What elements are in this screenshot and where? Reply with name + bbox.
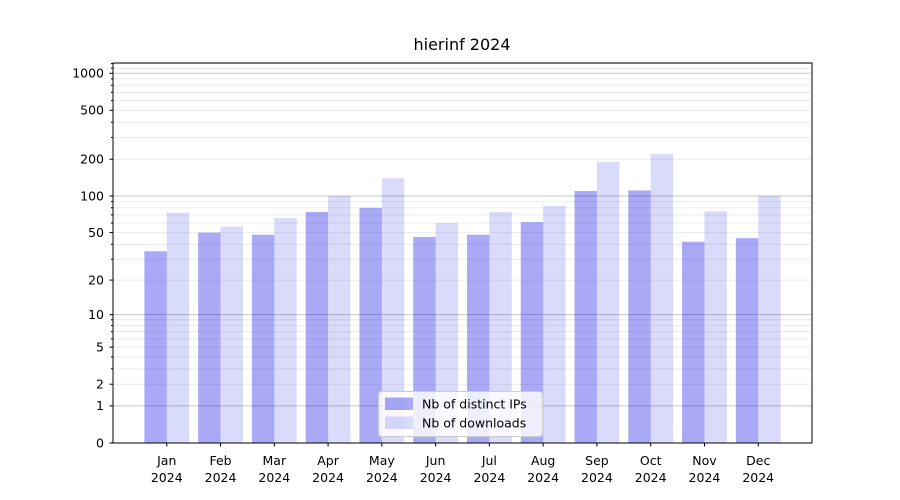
- bar-feb-distinct-ips: [198, 232, 221, 443]
- x-tick-label-month: Jul: [481, 453, 497, 468]
- bar-may-distinct-ips: [359, 207, 382, 443]
- bar-jul-distinct-ips: [466, 234, 490, 443]
- x-tick-label-month: Feb: [209, 453, 231, 468]
- x-tick-label-month: Sep: [585, 453, 609, 468]
- y-tick-label: 10: [88, 307, 104, 322]
- bar-jul-downloads: [489, 211, 512, 443]
- bar-dec-downloads: [758, 196, 781, 443]
- bar-feb-downloads: [220, 226, 243, 443]
- x-tick-label-month: Aug: [531, 453, 555, 468]
- x-tick-label-year: 2024: [151, 470, 183, 485]
- legend-label-downloads: Nb of downloads: [422, 416, 526, 431]
- y-tick-label: 500: [80, 103, 104, 118]
- x-tick-label-year: 2024: [258, 470, 290, 485]
- bar-jun-downloads: [435, 223, 459, 443]
- bar-dec-distinct-ips: [735, 238, 759, 443]
- bar-may-downloads: [381, 178, 405, 444]
- x-tick-label-month: Dec: [746, 453, 770, 468]
- x-tick-label-month: Oct: [640, 453, 662, 468]
- bar-mar-downloads: [274, 217, 297, 443]
- legend-swatch-downloads: [385, 416, 413, 429]
- legend-box: [378, 391, 543, 437]
- bar-nov-downloads: [704, 211, 727, 443]
- bar-aug-distinct-ips: [520, 222, 544, 443]
- x-tick-label-month: May: [369, 453, 395, 468]
- x-tick-label-year: 2024: [205, 470, 237, 485]
- y-tick-label: 50: [88, 225, 104, 240]
- x-tick-label-year: 2024: [473, 470, 505, 485]
- x-tick-label-year: 2024: [527, 470, 559, 485]
- x-tick-label-year: 2024: [635, 470, 667, 485]
- bar-apr-distinct-ips: [305, 211, 329, 443]
- bar-apr-downloads: [328, 196, 351, 443]
- y-tick-label: 5: [96, 339, 104, 354]
- plot-border: [112, 62, 813, 444]
- gridlines: [113, 63, 812, 407]
- y-tick-label: 200: [80, 152, 104, 167]
- bar-jan-distinct-ips: [144, 251, 167, 443]
- bars: [144, 154, 781, 444]
- y-tick-label: 20: [88, 272, 104, 287]
- axes: Jan2024Feb2024Mar2024Apr2024May2024Jun20…: [72, 62, 813, 485]
- x-tick-label-year: 2024: [689, 470, 721, 485]
- x-tick-label-month: Nov: [692, 453, 717, 468]
- x-tick-label-year: 2024: [420, 470, 452, 485]
- x-tick-label-year: 2024: [581, 470, 613, 485]
- bar-oct-distinct-ips: [628, 190, 651, 443]
- bar-sep-downloads: [596, 161, 620, 443]
- bar-mar-distinct-ips: [251, 234, 275, 443]
- x-tick-label-month: Jun: [425, 453, 446, 468]
- legend-swatch-distinct-ips: [385, 397, 413, 410]
- legend-label-distinct-ips: Nb of distinct IPs: [422, 397, 527, 412]
- legend: Nb of distinct IPs Nb of downloads: [378, 391, 543, 437]
- x-tick-label-month: Jan: [156, 453, 176, 468]
- bar-oct-downloads: [650, 154, 674, 443]
- y-tick-label: 0: [96, 435, 104, 450]
- bar-sep-distinct-ips: [574, 190, 597, 443]
- bar-jan-downloads: [166, 212, 190, 443]
- x-tick-label-year: 2024: [742, 470, 774, 485]
- y-tick-label: 1: [96, 398, 104, 413]
- y-tick-label: 100: [80, 188, 104, 203]
- y-tick-label: 1000: [72, 66, 104, 81]
- x-tick-label-year: 2024: [312, 470, 344, 485]
- x-tick-label-year: 2024: [366, 470, 398, 485]
- y-tick-label: 2: [96, 377, 104, 392]
- bar-nov-distinct-ips: [682, 241, 705, 443]
- chart-title: hierinf 2024: [413, 35, 510, 54]
- x-tick-label-month: Mar: [263, 453, 287, 468]
- bar-aug-downloads: [543, 205, 566, 443]
- x-tick-label-month: Apr: [317, 453, 339, 468]
